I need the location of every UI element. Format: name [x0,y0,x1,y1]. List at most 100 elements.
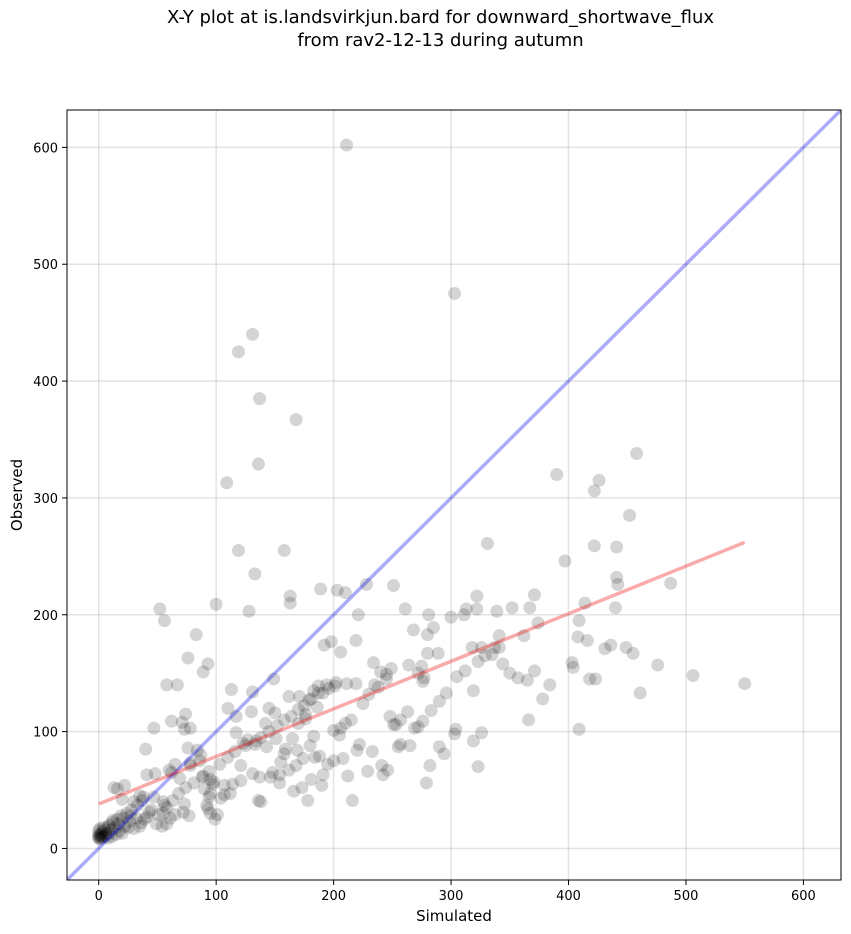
data-point [310,700,324,714]
data-point [136,790,150,804]
data-point [202,764,216,778]
data-point [202,790,216,804]
data-point [340,677,354,691]
data-point [391,740,405,754]
data-point [475,640,489,654]
data-point [93,832,107,846]
plot-content [67,110,841,880]
data-point [248,737,262,751]
data-point [314,582,328,596]
plot-area-background [67,110,841,880]
data-point [111,782,125,796]
data-point [115,792,129,806]
y-axis-ticks: 0 100 200 300 400 500 600 [33,141,67,857]
data-point [598,642,612,656]
data-point [317,638,331,652]
data-point [320,678,334,692]
data-point [149,817,163,831]
data-point [550,468,564,482]
data-point [253,392,267,406]
data-point [587,484,601,498]
data-point [572,614,586,628]
data-point [531,616,545,630]
x-tick-label: 500 [674,889,699,904]
data-point [96,820,110,834]
data-point [120,806,134,820]
data-point [115,826,129,840]
data-point [611,577,625,591]
data-point [113,824,127,838]
data-point [133,789,147,803]
data-point [578,596,592,610]
data-point [105,830,119,844]
data-point [187,776,201,790]
data-point [226,777,240,791]
data-point [417,671,431,685]
data-point [341,769,355,783]
data-point [485,647,499,661]
data-point [92,830,106,844]
data-point [106,816,120,830]
data-point [492,629,506,643]
data-point [303,739,317,753]
data-point [116,811,130,825]
data-point [229,726,243,740]
data-point [517,629,531,643]
data-point [197,782,211,796]
data-point [367,656,381,670]
data-point [183,721,197,735]
data-point [210,808,224,822]
chart-title-line-2: from rav2-12-13 during autumn [297,30,584,51]
data-point [176,805,190,819]
data-point [273,768,287,782]
data-point [311,679,325,693]
data-point [287,784,301,798]
data-point [253,770,267,784]
data-point [490,604,504,618]
data-point [416,674,430,688]
data-point [183,758,197,772]
data-point [135,794,149,808]
data-point [127,795,141,809]
data-point [313,749,327,763]
data-point [315,778,329,792]
data-point [565,656,579,670]
data-point [122,815,136,829]
data-point [466,734,480,748]
data-point [633,686,647,700]
data-point [263,770,277,784]
data-point [165,766,179,780]
data-point [251,457,265,471]
data-point [172,787,186,801]
data-point [349,633,363,647]
data-point [111,812,125,826]
data-point [175,715,189,729]
data-point [155,819,169,833]
data-point [322,681,336,695]
data-point [298,707,312,721]
data-point [304,692,318,706]
data-point [200,798,214,812]
data-point [610,540,624,554]
data-point [208,812,222,826]
data-point [478,649,492,663]
x-tick-label: 100 [204,889,229,904]
data-point [338,586,352,600]
data-point [394,737,408,751]
data-point [338,716,352,730]
data-point [101,831,115,845]
data-point [411,720,425,734]
data-point [523,601,537,615]
data-point [179,707,193,721]
data-point [92,824,106,838]
data-point [213,757,227,771]
data-point [475,726,489,740]
data-point [277,747,291,761]
data-point [345,794,359,808]
data-point [241,733,255,747]
data-point [403,739,417,753]
data-point [291,702,305,716]
data-point [402,658,416,672]
data-point [572,722,586,736]
data-point [266,766,280,780]
